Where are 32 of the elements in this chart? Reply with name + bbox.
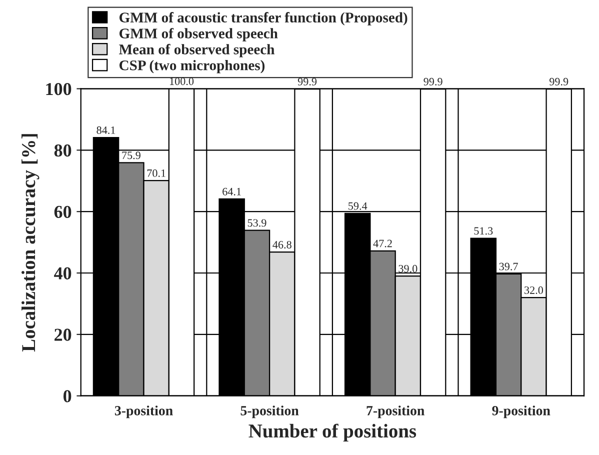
y-tick-label: 100 bbox=[46, 82, 72, 96]
y-tick-label: 0 bbox=[64, 390, 72, 402]
x-tick-label: 9-position bbox=[492, 406, 550, 418]
data-label: 51.3 bbox=[474, 227, 493, 235]
data-label: 99.9 bbox=[298, 78, 317, 86]
data-label: 47.2 bbox=[373, 240, 392, 248]
data-label: 59.4 bbox=[348, 202, 368, 210]
data-label: 99.9 bbox=[424, 78, 442, 86]
y-tick-label: 60 bbox=[54, 206, 72, 218]
legend-label: GMM of observed speech bbox=[119, 28, 278, 42]
legend-label: Mean of observed speech bbox=[119, 44, 274, 58]
y-tick-label: 80 bbox=[54, 144, 72, 157]
y-axis-title: Localization accuracy [%] bbox=[22, 134, 40, 352]
data-label: 100.0 bbox=[170, 78, 194, 86]
data-label: 39.0 bbox=[398, 264, 418, 272]
data-label: 32.0 bbox=[524, 286, 544, 294]
legend-label: GMM of acoustic transfer function (Proposed) bbox=[119, 12, 408, 26]
x-axis-title: Number of positions bbox=[248, 424, 416, 442]
data-label: 39.7 bbox=[499, 262, 518, 270]
data-label: 84.1 bbox=[96, 126, 116, 134]
data-label: 64.1 bbox=[222, 188, 241, 196]
data-label: 53.9 bbox=[248, 219, 266, 227]
data-label: 46.8 bbox=[272, 240, 292, 249]
data-label: 70.1 bbox=[147, 169, 166, 177]
x-tick-label: 3-position bbox=[114, 406, 173, 418]
x-tick-label: 5-position bbox=[240, 406, 299, 418]
x-tick-label: 7-position bbox=[366, 406, 424, 418]
data-label: 75.9 bbox=[122, 152, 140, 160]
data-label: 99.9 bbox=[550, 78, 568, 86]
y-tick-label: 40 bbox=[54, 267, 72, 280]
y-tick-label: 20 bbox=[54, 328, 72, 341]
legend-label: CSP (two microphones) bbox=[119, 60, 265, 74]
